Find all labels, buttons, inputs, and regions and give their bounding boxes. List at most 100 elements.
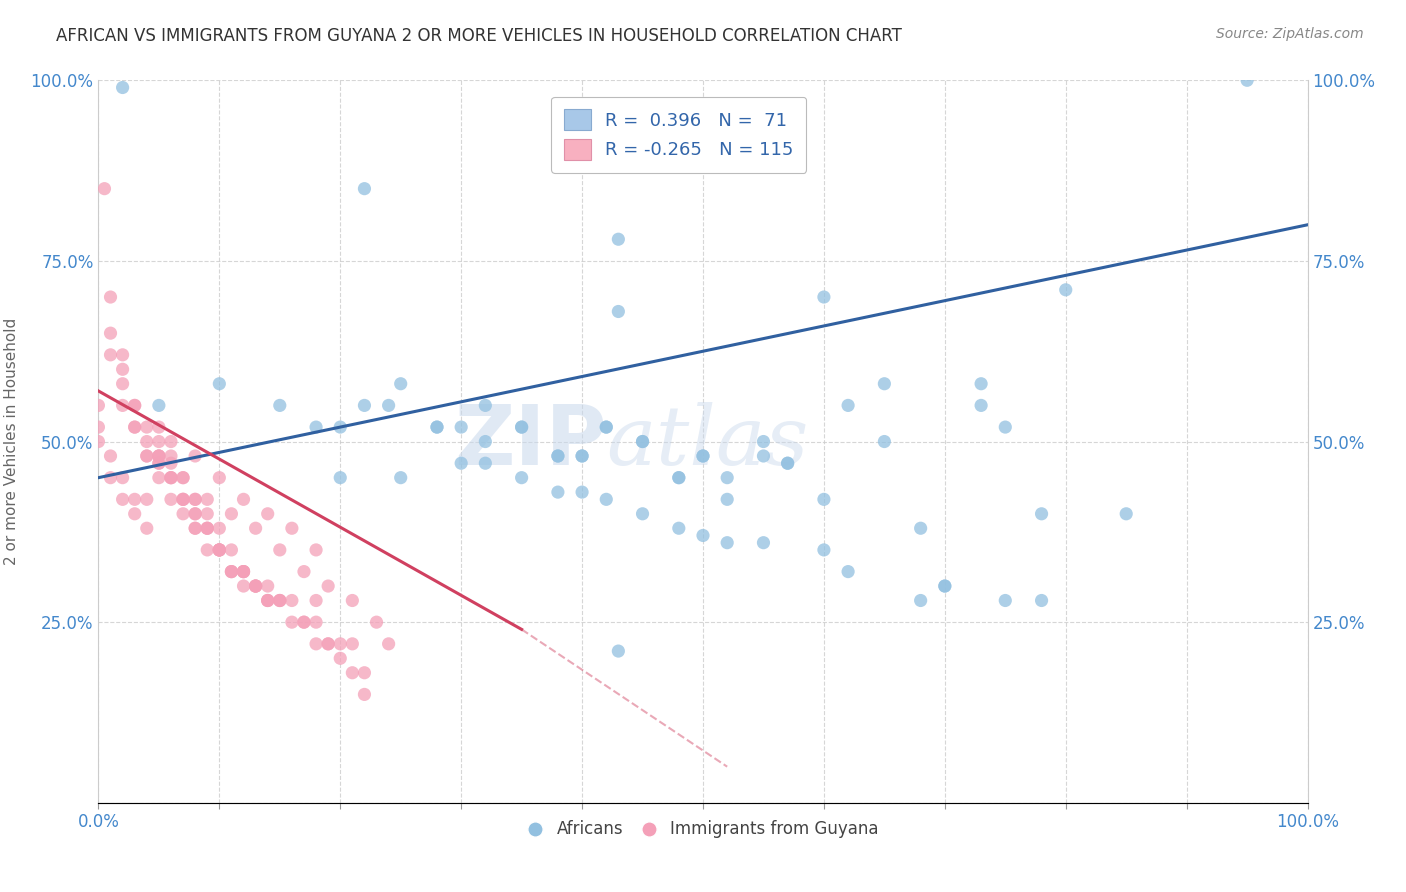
Point bbox=[124, 492, 146, 507]
Point bbox=[970, 376, 993, 391]
Point bbox=[426, 420, 449, 434]
Point bbox=[269, 398, 291, 412]
Point bbox=[450, 420, 472, 434]
Point bbox=[269, 593, 291, 607]
Point bbox=[160, 492, 183, 507]
Point bbox=[172, 492, 194, 507]
Point bbox=[232, 492, 254, 507]
Point bbox=[208, 542, 231, 557]
Point bbox=[195, 542, 218, 557]
Point bbox=[124, 507, 146, 521]
Point bbox=[607, 644, 630, 658]
Point bbox=[148, 456, 170, 470]
Point bbox=[245, 579, 267, 593]
Point bbox=[135, 521, 157, 535]
Point bbox=[934, 579, 956, 593]
Point bbox=[245, 579, 267, 593]
Point bbox=[148, 471, 170, 485]
Point bbox=[221, 565, 243, 579]
Point bbox=[281, 521, 304, 535]
Point bbox=[100, 290, 122, 304]
Point bbox=[292, 565, 315, 579]
Point bbox=[111, 362, 134, 376]
Point bbox=[148, 420, 170, 434]
Point bbox=[269, 593, 291, 607]
Point bbox=[232, 579, 254, 593]
Point bbox=[232, 565, 254, 579]
Point bbox=[716, 492, 738, 507]
Point bbox=[353, 665, 375, 680]
Point bbox=[716, 471, 738, 485]
Point bbox=[232, 565, 254, 579]
Point bbox=[510, 420, 533, 434]
Point bbox=[1115, 507, 1137, 521]
Point bbox=[837, 398, 859, 412]
Point bbox=[135, 449, 157, 463]
Point bbox=[184, 449, 207, 463]
Point bbox=[281, 593, 304, 607]
Point bbox=[100, 348, 122, 362]
Point bbox=[111, 348, 134, 362]
Point bbox=[148, 449, 170, 463]
Point bbox=[111, 398, 134, 412]
Point bbox=[377, 398, 399, 412]
Point bbox=[148, 434, 170, 449]
Point bbox=[1031, 593, 1053, 607]
Point bbox=[135, 420, 157, 434]
Point bbox=[474, 456, 496, 470]
Point bbox=[135, 449, 157, 463]
Point bbox=[124, 398, 146, 412]
Point bbox=[111, 80, 134, 95]
Point bbox=[111, 376, 134, 391]
Point bbox=[329, 420, 352, 434]
Point bbox=[111, 492, 134, 507]
Point bbox=[389, 376, 412, 391]
Point bbox=[111, 471, 134, 485]
Y-axis label: 2 or more Vehicles in Household: 2 or more Vehicles in Household bbox=[4, 318, 20, 566]
Point bbox=[353, 398, 375, 412]
Point bbox=[281, 615, 304, 630]
Point bbox=[692, 449, 714, 463]
Point bbox=[631, 434, 654, 449]
Point bbox=[208, 521, 231, 535]
Point bbox=[547, 449, 569, 463]
Point bbox=[160, 471, 183, 485]
Point bbox=[221, 507, 243, 521]
Point bbox=[184, 492, 207, 507]
Point bbox=[547, 485, 569, 500]
Point bbox=[305, 637, 328, 651]
Point bbox=[100, 449, 122, 463]
Point bbox=[124, 398, 146, 412]
Point bbox=[195, 521, 218, 535]
Point bbox=[184, 521, 207, 535]
Point bbox=[426, 420, 449, 434]
Point bbox=[256, 579, 278, 593]
Point bbox=[135, 434, 157, 449]
Point bbox=[752, 535, 775, 549]
Point bbox=[450, 456, 472, 470]
Point bbox=[316, 637, 339, 651]
Point bbox=[195, 521, 218, 535]
Point bbox=[813, 492, 835, 507]
Point bbox=[135, 492, 157, 507]
Point bbox=[172, 492, 194, 507]
Point bbox=[100, 471, 122, 485]
Point bbox=[256, 593, 278, 607]
Point bbox=[595, 420, 617, 434]
Point bbox=[910, 521, 932, 535]
Text: AFRICAN VS IMMIGRANTS FROM GUYANA 2 OR MORE VEHICLES IN HOUSEHOLD CORRELATION CH: AFRICAN VS IMMIGRANTS FROM GUYANA 2 OR M… bbox=[56, 27, 903, 45]
Point bbox=[195, 521, 218, 535]
Point bbox=[329, 637, 352, 651]
Point bbox=[595, 420, 617, 434]
Point bbox=[571, 485, 593, 500]
Point bbox=[389, 471, 412, 485]
Point bbox=[208, 542, 231, 557]
Point bbox=[377, 637, 399, 651]
Point bbox=[160, 449, 183, 463]
Point bbox=[245, 579, 267, 593]
Point bbox=[329, 471, 352, 485]
Point bbox=[256, 593, 278, 607]
Point bbox=[329, 651, 352, 665]
Point bbox=[342, 637, 364, 651]
Point bbox=[353, 687, 375, 701]
